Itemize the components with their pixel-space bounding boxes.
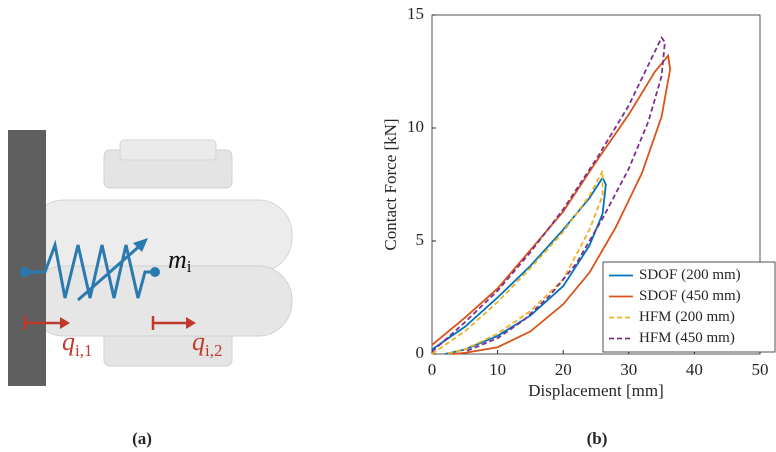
series-line xyxy=(431,175,607,355)
mass-label: mi xyxy=(168,245,192,276)
legend-label: HFM (450 mm) xyxy=(639,330,735,346)
wall xyxy=(8,130,46,386)
arrow-head xyxy=(133,238,148,252)
dof-2-label: qi,2 xyxy=(192,327,222,360)
x-tick-label: 50 xyxy=(752,360,769,379)
top-flange xyxy=(119,139,217,161)
x-tick-label: 20 xyxy=(555,360,572,379)
spring xyxy=(25,239,155,299)
x-axis-label: Displacement [mm] xyxy=(528,381,664,400)
series-line xyxy=(431,35,666,353)
x-tick-label: 40 xyxy=(686,360,703,379)
x-tick-label: 0 xyxy=(428,360,437,379)
node xyxy=(20,267,30,277)
y-axis-label: Contact Force [kN] xyxy=(381,118,400,250)
caption: (b) xyxy=(587,429,608,448)
x-tick-label: 10 xyxy=(489,360,506,379)
legend-box xyxy=(602,261,776,353)
y-tick-label: 10 xyxy=(407,117,424,136)
series-line xyxy=(431,53,672,355)
upper-bellow xyxy=(29,199,293,273)
node xyxy=(150,267,160,277)
panel-a: mi qi,1 qi,2 (a) xyxy=(8,130,293,448)
dof-arrows xyxy=(23,316,196,330)
caption: (a) xyxy=(132,429,152,448)
x-tick-label: 30 xyxy=(620,360,637,379)
panel-b: 0 10 20 30 40 50 0 5 10 15 Displacement [mm] Contac… xyxy=(381,4,776,448)
y-tick-label: 15 xyxy=(407,4,424,23)
legend-label: HFM (200 mm) xyxy=(639,309,735,325)
series-line xyxy=(431,170,604,355)
y-tick-label: 0 xyxy=(416,343,425,362)
legend-label: SDOF (200 mm) xyxy=(639,267,741,283)
y-tick-label: 5 xyxy=(416,230,425,249)
plot-frame xyxy=(431,14,761,355)
dof-1-label: qi,1 xyxy=(62,327,92,360)
legend-label: SDOF (450 mm) xyxy=(639,288,741,304)
spring-arrow xyxy=(77,241,144,302)
